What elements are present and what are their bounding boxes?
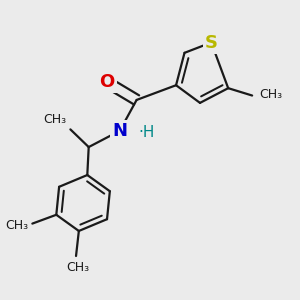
Text: N: N: [112, 122, 127, 140]
Text: CH₃: CH₃: [5, 219, 28, 232]
Text: CH₃: CH₃: [259, 88, 282, 100]
Text: S: S: [205, 34, 218, 52]
Text: ·H: ·H: [138, 125, 154, 140]
Text: O: O: [99, 73, 115, 91]
Text: CH₃: CH₃: [43, 113, 66, 126]
Text: CH₃: CH₃: [66, 261, 89, 274]
